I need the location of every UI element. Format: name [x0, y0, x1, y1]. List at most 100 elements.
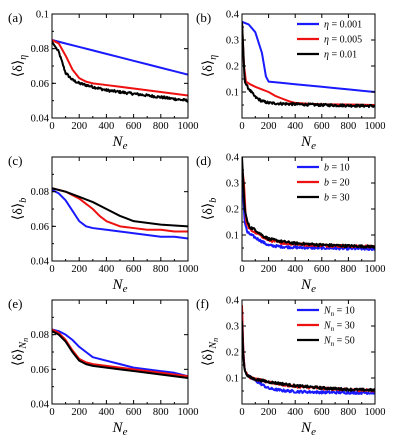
x-axis-label-sub: e: [123, 426, 128, 438]
x-tick-label: 200: [71, 407, 87, 418]
series-line-3: [242, 21, 375, 109]
panel-label: (e): [8, 296, 22, 311]
legend-value: = 10: [329, 163, 350, 174]
series-line-3: [52, 187, 188, 228]
series-line-3: [52, 41, 188, 103]
panel-label: (c): [8, 153, 22, 168]
x-axis-label-main: N: [300, 134, 312, 150]
y-tick-label: 0.1: [226, 374, 239, 385]
x-axis-label: Ne: [112, 420, 128, 438]
y-tick-label: 0.04: [31, 257, 50, 268]
legend-entry-3: b = 30: [324, 193, 350, 204]
legend-entry-3: Nn = 50: [323, 336, 355, 349]
legend-value: = 10: [334, 306, 355, 317]
y-tick-label: 0.2: [226, 205, 239, 216]
x-tick-label: 800: [341, 407, 357, 418]
legend-entry-2: Nn = 30: [323, 321, 355, 334]
y-tick-label: 0.06: [31, 365, 49, 376]
x-axis-label-main: N: [112, 420, 124, 436]
y-axis-label: ⟨δ⟩b: [11, 198, 29, 221]
legend-value: = 0.001: [329, 20, 362, 31]
legend-value: = 30: [334, 321, 355, 332]
y-axis-label: ⟨δ⟩Nn: [201, 338, 220, 366]
x-tick-label: 0: [49, 121, 54, 132]
x-tick-label: 200: [71, 264, 87, 275]
legend-symbol: b: [324, 178, 329, 189]
series-line-1: [52, 189, 188, 240]
x-axis-label-main: N: [300, 277, 312, 293]
legend-symbol-sub: n: [331, 310, 335, 318]
series-line-3: [52, 330, 188, 379]
plot-frame: [51, 13, 189, 119]
legend-value: = 0.005: [329, 35, 362, 46]
x-tick-label: 200: [71, 121, 87, 132]
y-axis-label-sub: N: [18, 341, 29, 350]
x-tick-label: 600: [314, 407, 330, 418]
legend-symbol: η: [324, 20, 329, 31]
y-tick-label: 0.08: [31, 187, 49, 198]
panel-label: (d): [196, 153, 211, 168]
legend-entry-1: η = 0.001: [324, 20, 362, 31]
legend-symbol: b: [324, 193, 329, 204]
legend-symbol: b: [324, 163, 329, 174]
y-axis-label-subsub: n: [211, 338, 220, 342]
y-tick-label: 0.2: [226, 348, 239, 359]
legend-symbol: N: [323, 306, 332, 317]
y-axis-label-sub: η: [208, 55, 219, 60]
x-axis-label-sub: e: [123, 140, 128, 152]
x-tick-label: 200: [261, 407, 277, 418]
x-tick-label: 600: [126, 121, 142, 132]
y-tick-label: 0.3: [226, 179, 239, 190]
x-tick-label: 1000: [178, 121, 199, 132]
y-tick-label: 0.4: [226, 153, 240, 164]
x-tick-label: 400: [99, 121, 115, 132]
y-tick-label: 0.08: [31, 330, 49, 341]
x-axis-label: Ne: [112, 134, 128, 152]
y-axis-label: ⟨δ⟩η: [11, 55, 29, 78]
y-tick-label: 0.08: [31, 44, 49, 55]
legend-symbol-sub: n: [331, 325, 335, 333]
y-axis-label-main: ⟨δ⟩: [201, 60, 216, 78]
x-tick-label: 600: [126, 407, 142, 418]
x-axis-label-main: N: [112, 277, 124, 293]
series-line-2: [52, 187, 188, 233]
y-tick-label: 0.4: [226, 296, 240, 307]
x-tick-label: 1000: [178, 264, 199, 275]
x-tick-label: 600: [314, 264, 330, 275]
x-axis-label-sub: e: [311, 140, 316, 152]
x-tick-label: 400: [287, 121, 303, 132]
x-tick-label: 800: [153, 121, 169, 132]
y-tick-label: 0.3: [226, 36, 239, 47]
x-tick-label: 400: [99, 264, 115, 275]
x-tick-label: 0: [239, 264, 244, 275]
x-tick-label: 600: [314, 121, 330, 132]
y-axis-label-subsub: n: [21, 338, 30, 342]
y-axis-label-main: ⟨δ⟩: [11, 349, 26, 367]
x-axis-label: Ne: [300, 277, 316, 295]
y-tick-label: 0.04: [31, 400, 50, 411]
x-tick-label: 0: [49, 407, 54, 418]
y-tick-label: 0.1: [36, 10, 49, 21]
legend-symbol-sub: n: [331, 340, 335, 348]
x-tick-label: 800: [153, 407, 169, 418]
y-tick-label: 0.1: [226, 88, 239, 99]
x-tick-label: 400: [287, 407, 303, 418]
y-axis-label: ⟨δ⟩b: [201, 198, 219, 221]
legend-symbol: η: [324, 50, 329, 61]
y-axis-label-main: ⟨δ⟩: [201, 203, 216, 221]
series-line-1: [52, 39, 188, 76]
x-axis-label: Ne: [300, 420, 316, 438]
panel-label: (a): [8, 10, 22, 25]
legend-symbol: η: [324, 35, 329, 46]
legend-entry-2: b = 20: [324, 178, 350, 189]
x-tick-label: 1000: [365, 121, 386, 132]
y-tick-label: 0.06: [31, 222, 49, 233]
panel-c: 0 200 400 600 800 1000 0.04 0.06 0.08 Ne ⟨δ⟩b (c): [8, 153, 199, 295]
y-axis-label-main: ⟨δ⟩: [11, 60, 26, 78]
x-tick-label: 0: [239, 407, 244, 418]
x-tick-label: 200: [261, 264, 277, 275]
